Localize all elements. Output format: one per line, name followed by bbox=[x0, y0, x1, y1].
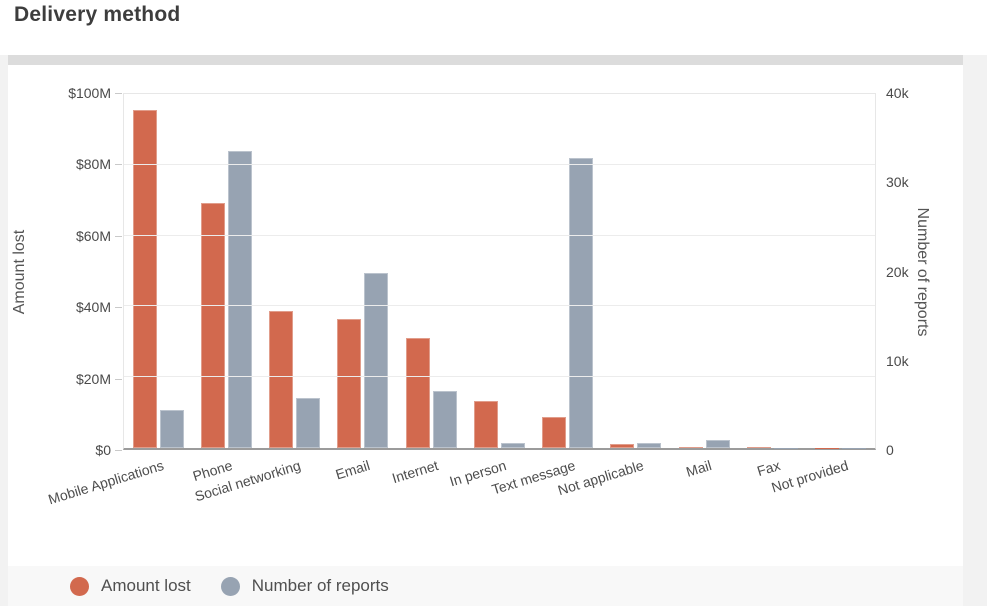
legend-item-amount-lost[interactable]: Amount lost bbox=[70, 576, 191, 596]
bar-group-mobile-applications bbox=[124, 94, 192, 448]
reports-bar[interactable] bbox=[364, 273, 389, 448]
tick-mark bbox=[115, 378, 122, 380]
amount-lost-bar[interactable] bbox=[747, 446, 772, 448]
bar-group-internet bbox=[397, 94, 465, 448]
bar-group-mail bbox=[670, 94, 738, 448]
left-axis-tick: $0 bbox=[95, 442, 111, 458]
chart-card: Amount lost Number of reports $0 $20M $40M… bbox=[8, 55, 963, 606]
tick-mark bbox=[115, 235, 122, 237]
amount-lost-bar[interactable] bbox=[200, 203, 225, 448]
left-axis-tick: $100M bbox=[68, 85, 111, 101]
bar-group-fax bbox=[738, 94, 806, 448]
x-axis-label: Mobile Applications bbox=[46, 457, 166, 508]
amount-lost-bar[interactable] bbox=[337, 319, 362, 448]
tick-mark bbox=[115, 164, 122, 166]
amount-lost-legend-dot bbox=[70, 576, 89, 596]
plot-area bbox=[123, 93, 876, 450]
tick-mark bbox=[115, 93, 122, 94]
x-axis-label: Fax bbox=[754, 457, 782, 480]
bar-group-not-provided bbox=[807, 94, 875, 448]
tick-mark bbox=[115, 450, 122, 451]
tick-mark bbox=[115, 307, 122, 309]
reports-bar[interactable] bbox=[637, 442, 662, 448]
reports-bar[interactable] bbox=[432, 391, 457, 448]
left-axis-tick: $80M bbox=[75, 156, 111, 173]
right-axis-tick: 40k bbox=[886, 85, 909, 101]
amount-lost-bar[interactable] bbox=[542, 416, 567, 448]
chart-panel: Amount lost Number of reports $0 $20M $40M… bbox=[0, 55, 987, 606]
legend-label: Amount lost bbox=[101, 576, 191, 595]
bar-group-text-message bbox=[534, 94, 602, 448]
legend: Amount lost Number of reports bbox=[8, 566, 963, 606]
reports-bar[interactable] bbox=[705, 440, 730, 448]
gridline bbox=[124, 163, 875, 165]
x-axis-label: Not provided bbox=[769, 457, 851, 496]
right-axis-tick: 30k bbox=[886, 174, 909, 191]
right-axis-tick: 20k bbox=[886, 263, 909, 280]
reports-bar[interactable] bbox=[159, 409, 184, 448]
amount-lost-bar[interactable] bbox=[132, 110, 157, 448]
reports-bar[interactable] bbox=[569, 157, 594, 448]
amount-lost-bar[interactable] bbox=[678, 446, 703, 448]
legend-item-number-of-reports[interactable]: Number of reports bbox=[220, 576, 389, 596]
legend-label: Number of reports bbox=[251, 576, 389, 595]
gridline bbox=[124, 234, 875, 236]
reports-bar[interactable] bbox=[296, 398, 321, 448]
bar-group-in-person bbox=[465, 94, 533, 448]
left-axis-tick: $40M bbox=[75, 299, 111, 316]
left-axis-tick: $60M bbox=[75, 227, 111, 244]
bar-group-social-networking bbox=[261, 94, 329, 448]
page-title: Delivery method bbox=[14, 3, 181, 26]
left-axis-tick: $20M bbox=[75, 370, 111, 387]
amount-lost-bar[interactable] bbox=[473, 400, 498, 448]
right-axis-tick: 10k bbox=[886, 352, 909, 369]
right-axis-tick: 0 bbox=[886, 442, 894, 458]
x-axis-label: Mail bbox=[684, 457, 714, 480]
bar-group-phone bbox=[192, 94, 260, 448]
x-axis-label: Email bbox=[333, 457, 372, 483]
bar-group-email bbox=[329, 94, 397, 448]
right-axis-title: Number of reports bbox=[914, 207, 931, 337]
left-axis-title: Amount lost bbox=[11, 229, 28, 315]
number-of-reports-legend-dot bbox=[220, 576, 240, 596]
delivery-method-chart: Amount lost Number of reports $0 $20M $40M… bbox=[8, 65, 963, 566]
reports-bar[interactable] bbox=[500, 442, 525, 448]
amount-lost-bar[interactable] bbox=[269, 310, 294, 448]
gridline bbox=[124, 376, 875, 378]
bar-group-not-applicable bbox=[602, 94, 670, 448]
panel-top-bar bbox=[8, 55, 963, 65]
reports-bar[interactable] bbox=[227, 150, 252, 448]
amount-lost-bar[interactable] bbox=[610, 444, 635, 448]
amount-lost-bar[interactable] bbox=[405, 337, 430, 448]
gridline bbox=[124, 305, 875, 307]
x-axis-label: Internet bbox=[389, 457, 440, 487]
